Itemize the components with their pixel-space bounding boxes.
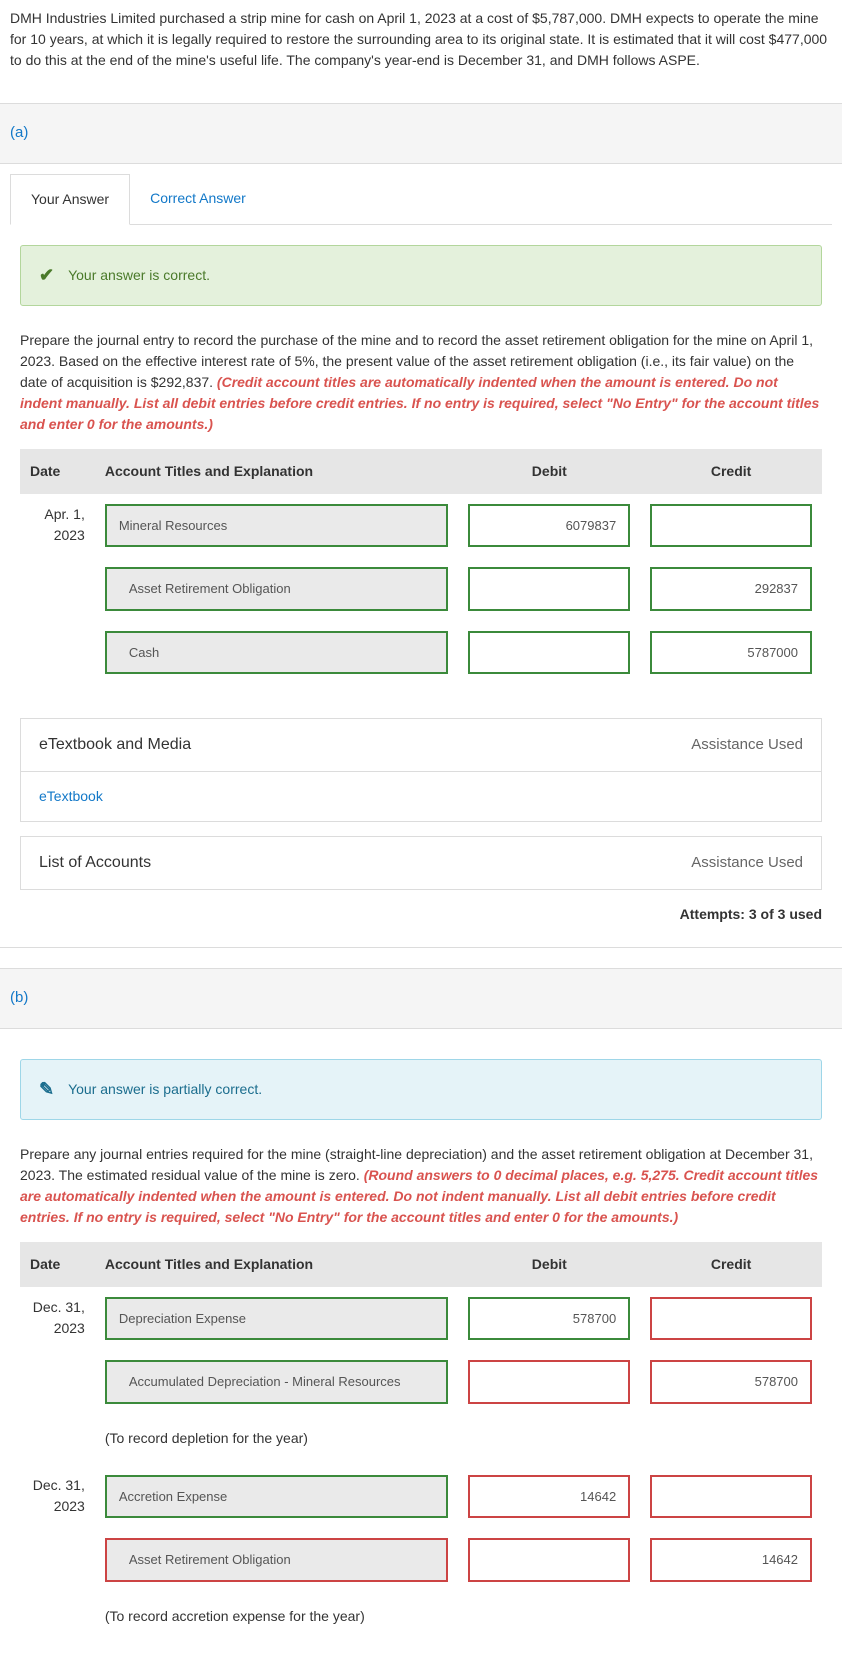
account-select[interactable]: Cash	[105, 631, 449, 675]
check-icon: ✔	[39, 262, 54, 289]
th-acct: Account Titles and Explanation	[95, 1242, 459, 1287]
debit-input[interactable]	[468, 1538, 630, 1582]
entry-note: (To record depletion for the year)	[105, 1424, 812, 1455]
date-cell	[20, 1350, 95, 1414]
debit-input[interactable]: 14642	[468, 1475, 630, 1519]
feedback-text: Your answer is partially correct.	[68, 1079, 262, 1100]
answer-tabs: Your Answer Correct Answer	[10, 174, 832, 225]
journal-table-a: Date Account Titles and Explanation Debi…	[20, 449, 822, 685]
credit-input[interactable]: 578700	[650, 1360, 812, 1404]
credit-input[interactable]	[650, 1297, 812, 1341]
th-debit: Debit	[458, 1242, 640, 1287]
pencil-icon: ✎	[39, 1076, 54, 1103]
credit-input[interactable]	[650, 504, 812, 548]
tab-your-answer[interactable]: Your Answer	[10, 174, 130, 225]
th-debit: Debit	[458, 449, 640, 494]
problem-statement: DMH Industries Limited purchased a strip…	[0, 0, 842, 83]
credit-input[interactable]: 292837	[650, 567, 812, 611]
account-select[interactable]: Mineral Resources	[105, 504, 449, 548]
credit-input[interactable]: 5787000	[650, 631, 812, 675]
assistance-used-label: Assistance Used	[691, 852, 803, 875]
date-cell: Apr. 1, 2023	[20, 494, 95, 558]
date-cell: Dec. 31, 2023	[20, 1465, 95, 1529]
account-select[interactable]: Asset Retirement Obligation	[105, 1538, 449, 1582]
feedback-text: Your answer is correct.	[68, 265, 210, 286]
feedback-correct: ✔ Your answer is correct.	[20, 245, 822, 306]
list-accounts-label: List of Accounts	[39, 851, 151, 875]
list-accounts-section[interactable]: List of Accounts Assistance Used	[20, 836, 822, 890]
th-date: Date	[20, 1242, 95, 1287]
debit-input[interactable]	[468, 631, 630, 675]
debit-input[interactable]	[468, 1360, 630, 1404]
credit-input[interactable]: 14642	[650, 1538, 812, 1582]
credit-input[interactable]	[650, 1475, 812, 1519]
debit-input[interactable]: 6079837	[468, 504, 630, 548]
th-credit: Credit	[640, 1242, 822, 1287]
account-select[interactable]: Asset Retirement Obligation	[105, 567, 449, 611]
part-a-instructions: Prepare the journal entry to record the …	[20, 330, 822, 435]
etextbook-link[interactable]: eTextbook	[20, 772, 822, 822]
attempts-text: Attempts: 3 of 3 used	[0, 904, 822, 925]
tab-correct-answer[interactable]: Correct Answer	[130, 174, 266, 224]
date-cell	[20, 621, 95, 685]
account-select[interactable]: Accumulated Depreciation - Mineral Resou…	[105, 1360, 449, 1404]
entry-note: (To record accretion expense for the yea…	[105, 1602, 812, 1633]
date-cell	[20, 557, 95, 621]
account-select[interactable]: Accretion Expense	[105, 1475, 449, 1519]
debit-input[interactable]: 578700	[468, 1297, 630, 1341]
etextbook-media-label: eTextbook and Media	[39, 733, 191, 757]
part-b-header: (b)	[0, 968, 842, 1029]
debit-input[interactable]	[468, 567, 630, 611]
th-credit: Credit	[640, 449, 822, 494]
th-date: Date	[20, 449, 95, 494]
journal-table-b: Date Account Titles and Explanation Debi…	[20, 1242, 822, 1643]
date-cell: Dec. 31, 2023	[20, 1287, 95, 1351]
account-select[interactable]: Depreciation Expense	[105, 1297, 449, 1341]
etextbook-media-section[interactable]: eTextbook and Media Assistance Used	[20, 718, 822, 772]
part-b-instructions: Prepare any journal entries required for…	[20, 1144, 822, 1228]
assistance-used-label: Assistance Used	[691, 734, 803, 757]
part-a-header: (a)	[0, 103, 842, 164]
feedback-partial: ✎ Your answer is partially correct.	[20, 1059, 822, 1120]
date-cell	[20, 1528, 95, 1592]
th-acct: Account Titles and Explanation	[95, 449, 459, 494]
